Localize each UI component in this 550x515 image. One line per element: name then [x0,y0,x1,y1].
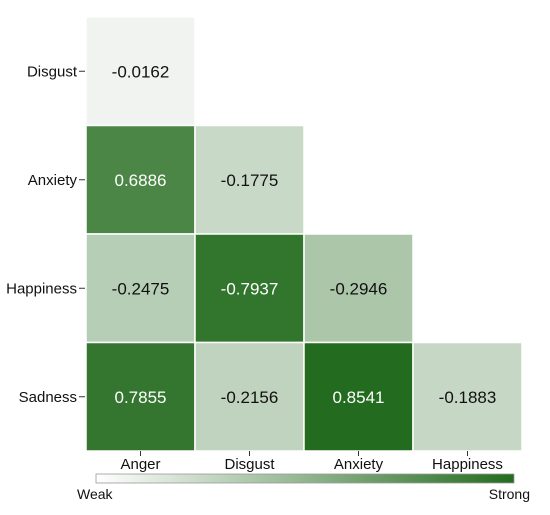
x-tick-label: Anger [120,456,160,473]
y-tick-label: Disgust [27,63,78,80]
cell-value-label: -0.2946 [330,279,388,298]
y-tick-label: Happiness [6,280,77,297]
legend-low-label: Weak [77,486,114,502]
heatmap-cell-sadness-disgust [194,341,305,452]
x-axis: Anger Disgust Anxiety Happiness [120,451,503,473]
heatmap-cell-happiness-anxiety [303,233,414,344]
cell-value-label: -0.0162 [112,62,170,81]
heatmap-cell-anxiety-disgust [194,124,305,235]
legend-high-label: Strong [489,486,530,502]
y-tick-label: Sadness [19,389,77,406]
cell-value-label: 0.8541 [333,388,385,407]
heatmap-cell-disgust-anger [85,16,196,127]
cell-value-label: -0.1775 [221,171,279,190]
x-tick-label: Disgust [224,456,275,473]
heatmap-cell-sadness-happiness [412,341,523,452]
cell-value-label: -0.2156 [221,388,279,407]
cell-value-label: -0.1883 [439,388,497,407]
legend: Weak Strong [77,473,530,502]
cell-value-label: 0.7855 [115,388,167,407]
heatmap-cell-happiness-anger [85,233,196,344]
y-axis: Disgust Anxiety Happiness Sadness [6,63,85,406]
heatmap-cells: -0.0162 0.6886 -0.1775 -0.2475 -0.7937 -0.294… [85,16,523,452]
legend-colorbar [95,473,515,484]
cell-value-label: -0.7937 [221,279,279,298]
x-tick-label: Anxiety [334,456,384,473]
x-tick-label: Happiness [432,456,503,473]
heatmap-cell-anxiety-anger [85,124,196,235]
cell-value-label: -0.2475 [112,279,170,298]
y-tick-label: Anxiety [28,172,78,189]
cell-value-label: 0.6886 [115,171,167,190]
heatmap-cell-happiness-disgust [194,233,305,344]
